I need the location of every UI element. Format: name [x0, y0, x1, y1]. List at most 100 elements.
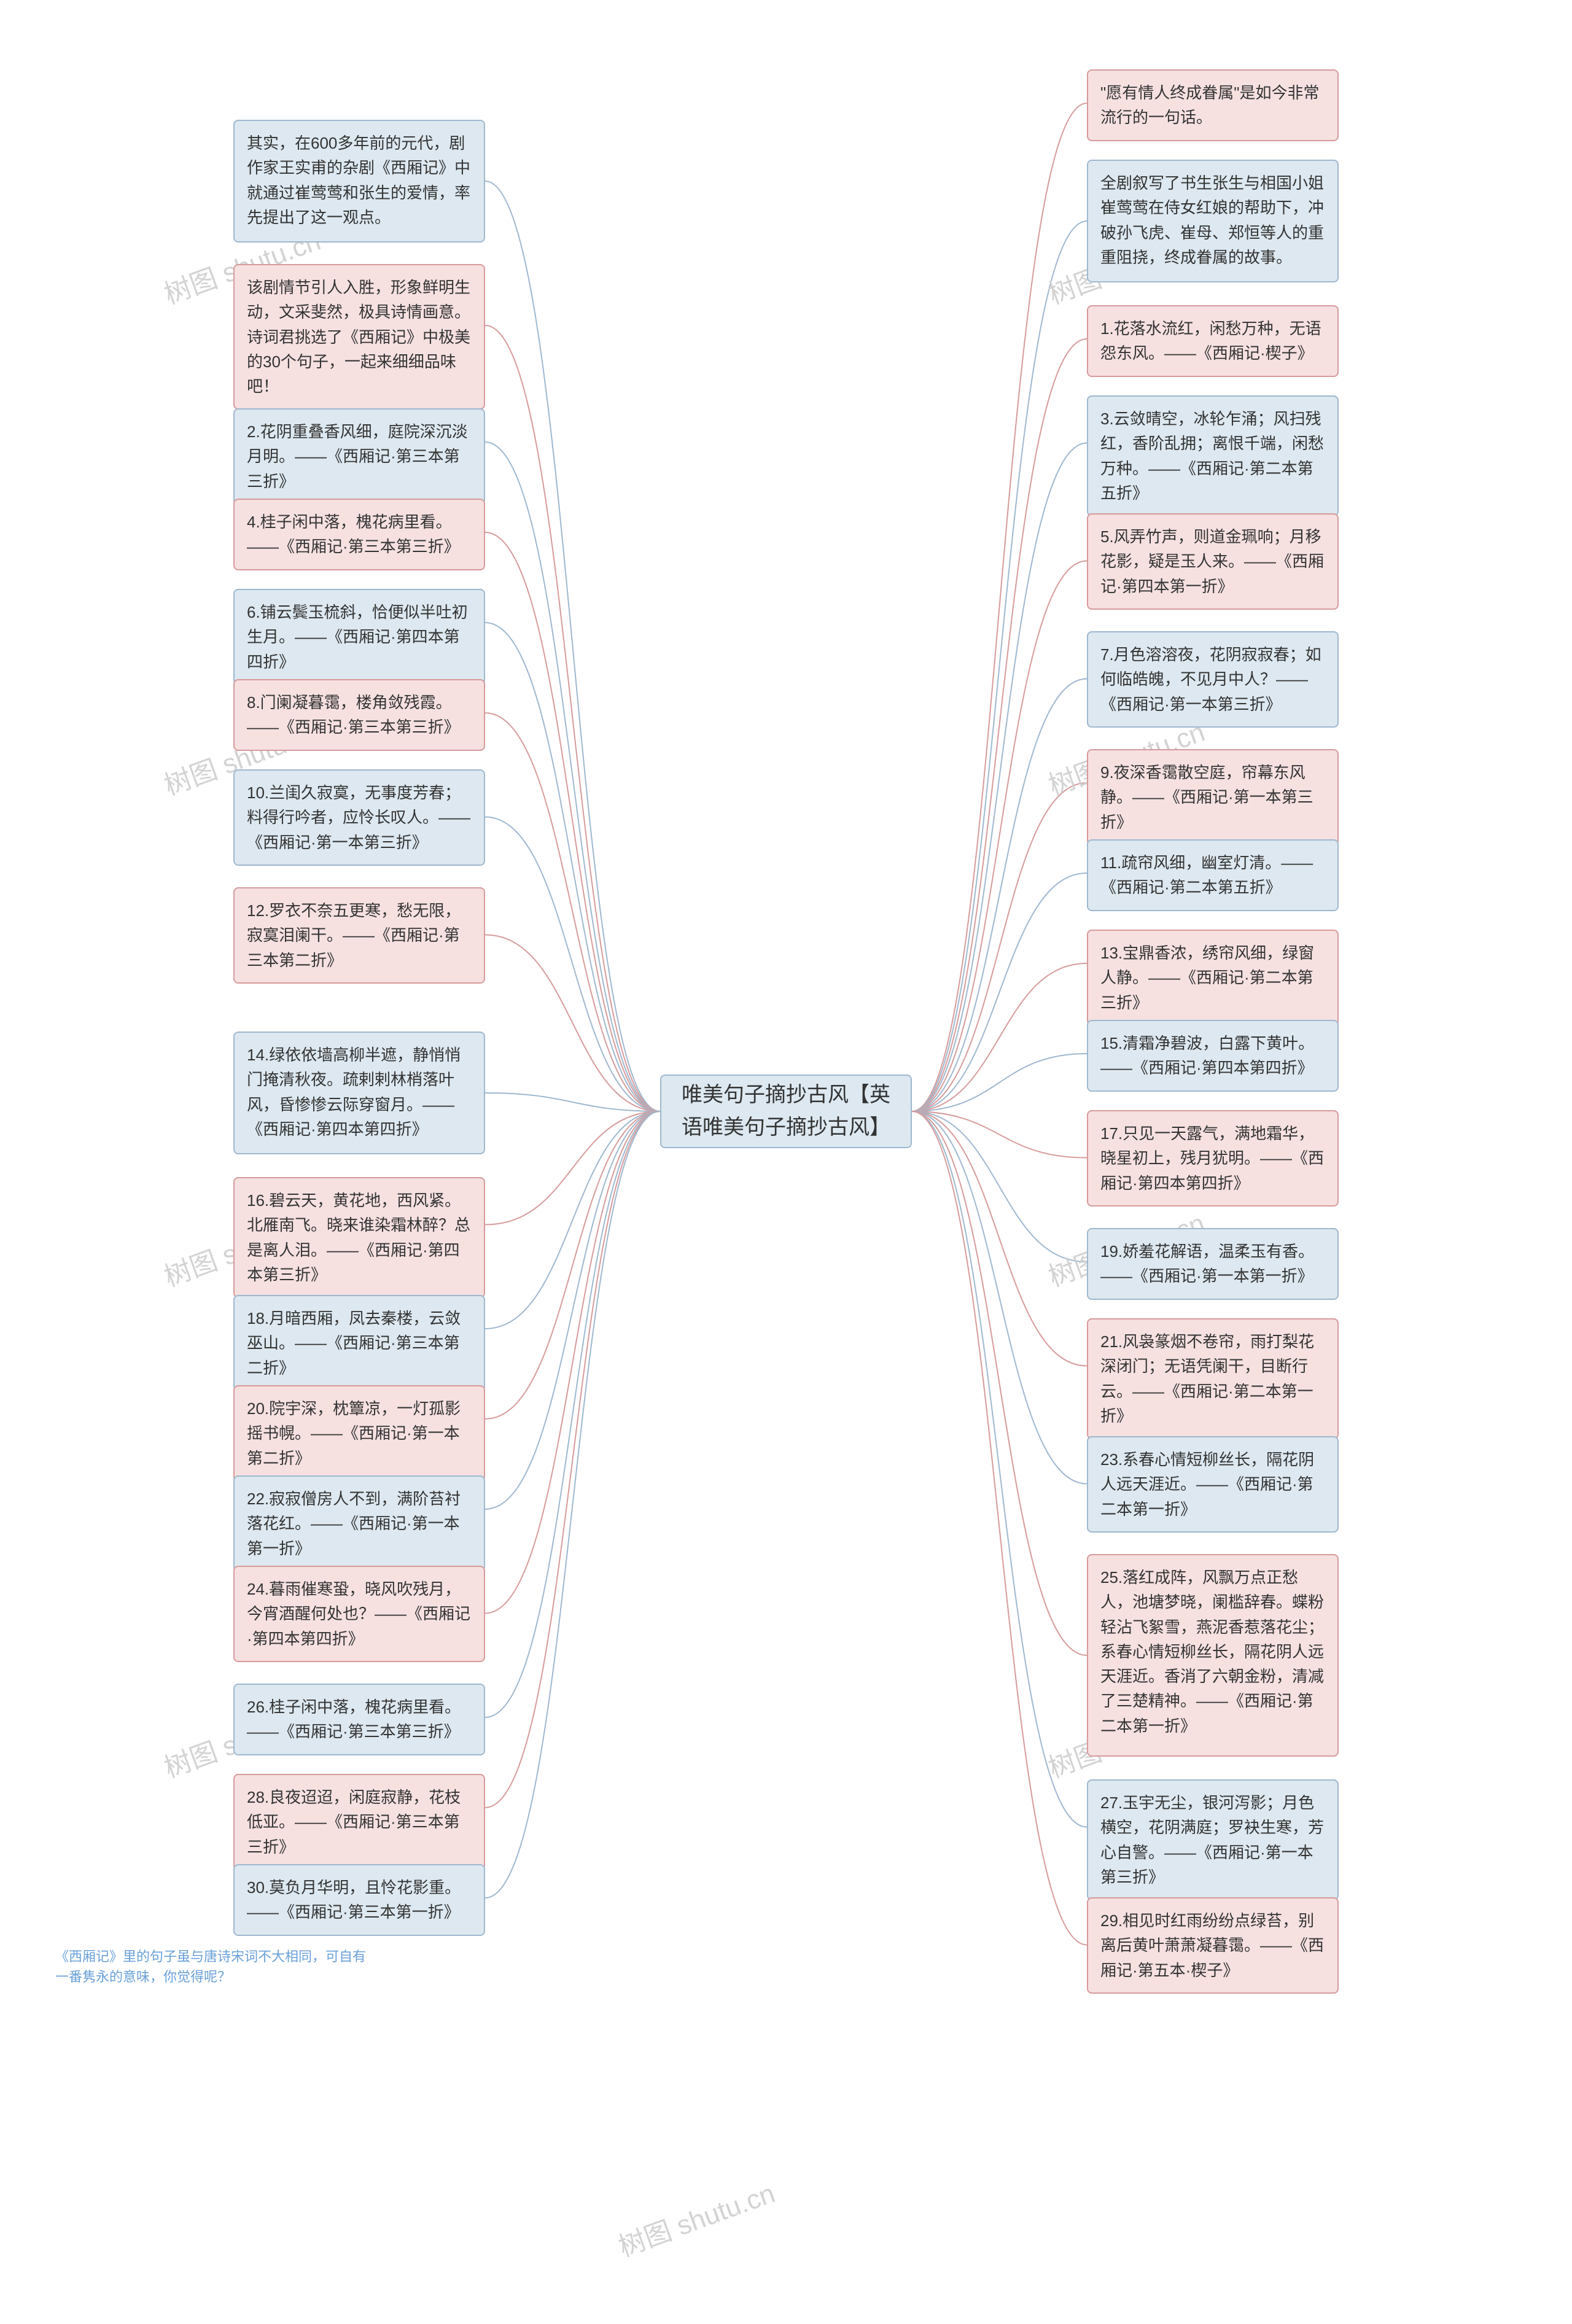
edge: [485, 1111, 660, 1717]
node-text: 17.只见一天露气，满地霜华，晓星初上，残月犹明。——《西厢记·第四本第四折》: [1100, 1124, 1324, 1192]
edge: [485, 817, 660, 1112]
node-text: 5.风弄竹声，则道金珮响；月移花影，疑是玉人来。——《西厢记·第四本第一折》: [1100, 527, 1324, 596]
right-node: 5.风弄竹声，则道金珮响；月移花影，疑是玉人来。——《西厢记·第四本第一折》: [1087, 513, 1339, 610]
right-node: "愿有情人终成眷属"是如今非常流行的一句话。: [1087, 69, 1339, 141]
node-text: 9.夜深香霭散空庭，帘幕东风静。——《西厢记·第一本第三折》: [1100, 763, 1313, 831]
right-node: 7.月色溶溶夜，花阴寂寂春；如何临皓魄，不见月中人？——《西厢记·第一本第三折》: [1087, 631, 1339, 728]
edge: [485, 442, 660, 1111]
node-text: 27.玉宇无尘，银河泻影；月色横空，花阴满庭；罗袂生寒，芳心自警。——《西厢记·…: [1100, 1794, 1324, 1886]
node-text: 全剧叙写了书生张生与相国小姐崔莺莺在侍女红娘的帮助下，冲破孙飞虎、崔母、郑恒等人…: [1100, 174, 1324, 266]
node-text: 20.院宇深，枕簟凉，一灯孤影摇书幌。——《西厢记·第一本第二折》: [247, 1399, 461, 1467]
node-text: 26.桂子闲中落，槐花病里看。——《西厢记·第三本第三折》: [247, 1698, 461, 1741]
right-node: 25.落红成阵，风飘万点正愁人，池塘梦晓，阑槛辞春。蝶粉轻沾飞絮雪，燕泥香惹落花…: [1087, 1554, 1339, 1757]
edge: [912, 1054, 1087, 1111]
right-node: 1.花落水流红，闲愁万种，无语怨东风。——《西厢记·楔子》: [1087, 305, 1339, 377]
edge: [912, 221, 1087, 1111]
node-text: 19.娇羞花解语，温柔玉有香。——《西厢记·第一本第一折》: [1100, 1242, 1314, 1285]
mindmap-canvas: 树图 shutu.cn树图 shutu.cn树图 shutu.cn树图 shut…: [0, 0, 1572, 2324]
left-node: 该剧情节引人入胜，形象鲜明生动，文采斐然，极具诗情画意。诗词君挑选了《西厢记》中…: [233, 264, 485, 410]
edge: [485, 1111, 660, 1614]
edge: [912, 1111, 1087, 1158]
node-text: 3.云敛晴空，冰轮乍涌；风扫残红，香阶乱拥；离恨千端，闲愁万种。——《西厢记·第…: [1100, 410, 1324, 502]
edge: [485, 181, 660, 1111]
node-text: 13.宝鼎香浓，绣帘风细，绿窗人静。——《西厢记·第二本第三折》: [1100, 944, 1314, 1012]
left-node: 26.桂子闲中落，槐花病里看。——《西厢记·第三本第三折》: [233, 1684, 485, 1755]
edge: [485, 1111, 660, 1329]
node-text: 21.风袅篆烟不卷帘，雨打梨花深闭门；无语凭阑干，目断行云。——《西厢记·第二本…: [1100, 1332, 1314, 1425]
edge: [485, 1111, 660, 1808]
node-text: 23.系春心情短柳丝长，隔花阴人远天涯近。——《西厢记·第二本第一折》: [1100, 1450, 1314, 1518]
edge: [485, 1111, 660, 1225]
node-text: 18.月暗西厢，凤去秦楼，云敛巫山。——《西厢记·第三本第二折》: [247, 1309, 461, 1377]
node-text: 14.绿依依墙高柳半遮，静悄悄门掩清秋夜。疏剌剌林梢落叶风，昏惨惨云际穿窗月。—…: [247, 1046, 461, 1138]
edge: [912, 561, 1087, 1112]
right-node: 29.相见时红雨纷纷点绿苔，别离后黄叶萧萧凝暮霭。——《西厢记·第五本·楔子》: [1087, 1897, 1339, 1994]
footnote-text: 《西厢记》里的句子虽与唐诗宋词不大相同，可自有一番隽永的意味，你觉得呢？: [55, 1949, 366, 1984]
edge: [485, 713, 660, 1111]
left-node: 22.寂寂僧房人不到，满阶苔衬落花红。——《西厢记·第一本第一折》: [233, 1475, 485, 1572]
node-text: 6.铺云鬓玉梳斜，恰便似半吐初生月。——《西厢记·第四本第四折》: [247, 603, 468, 671]
edge: [912, 1111, 1087, 1945]
node-text: 其实，在600多年前的元代，剧作家王实甫的杂剧《西厢记》中就通过崔莺莺和张生的爱…: [247, 134, 470, 227]
left-node: 18.月暗西厢，凤去秦楼，云敛巫山。——《西厢记·第三本第二折》: [233, 1295, 485, 1391]
right-node: 19.娇羞花解语，温柔玉有香。——《西厢记·第一本第一折》: [1087, 1228, 1339, 1300]
left-node: 30.莫负月华明，且怜花影重。——《西厢记·第三本第一折》: [233, 1864, 485, 1936]
node-text: 25.落红成阵，风飘万点正愁人，池塘梦晓，阑槛辞春。蝶粉轻沾飞絮雪，燕泥香惹落花…: [1100, 1568, 1324, 1735]
edge: [912, 443, 1087, 1112]
center-node-text: 唯美句子摘抄古风【英语唯美句子摘抄古风】: [674, 1079, 898, 1143]
left-node: 8.门阑凝暮霭，楼角敛残霞。——《西厢记·第三本第三折》: [233, 679, 485, 751]
node-text: 28.良夜迢迢，闲庭寂静，花枝低亚。——《西厢记·第三本第三折》: [247, 1788, 461, 1856]
left-node: 12.罗衣不奈五更寒，愁无限，寂寞泪阑干。——《西厢记·第三本第二折》: [233, 887, 485, 984]
edge: [912, 1111, 1087, 1366]
right-node: 15.清霜净碧波，白露下黄叶。——《西厢记·第四本第四折》: [1087, 1020, 1339, 1092]
left-node: 28.良夜迢迢，闲庭寂静，花枝低亚。——《西厢记·第三本第三折》: [233, 1774, 485, 1870]
left-node: 10.兰闺久寂寞，无事度芳春；料得行吟者，应怜长叹人。——《西厢记·第一本第三折…: [233, 769, 485, 866]
right-node: 21.风袅篆烟不卷帘，雨打梨花深闭门；无语凭阑干，目断行云。——《西厢记·第二本…: [1087, 1318, 1339, 1439]
edge: [485, 1111, 660, 1509]
edge: [485, 325, 660, 1111]
edge: [912, 339, 1087, 1111]
edge: [485, 1111, 660, 1898]
right-node: 27.玉宇无尘，银河泻影；月色横空，花阴满庭；罗袂生寒，芳心自警。——《西厢记·…: [1087, 1779, 1339, 1900]
edge: [485, 532, 660, 1111]
right-node: 23.系春心情短柳丝长，隔花阴人远天涯近。——《西厢记·第二本第一折》: [1087, 1436, 1339, 1533]
edge: [912, 783, 1087, 1111]
edge: [912, 1111, 1087, 1262]
edge: [912, 679, 1087, 1112]
right-node: 13.宝鼎香浓，绣帘风细，绿窗人静。——《西厢记·第二本第三折》: [1087, 930, 1339, 1026]
left-node: 2.花阴重叠香风细，庭院深沉淡月明。——《西厢记·第三本第三折》: [233, 408, 485, 505]
node-text: 该剧情节引人入胜，形象鲜明生动，文采斐然，极具诗情画意。诗词君挑选了《西厢记》中…: [247, 278, 470, 395]
edge: [485, 1111, 660, 1419]
node-text: 11.疏帘风细，幽室灯清。——《西厢记·第二本第五折》: [1100, 853, 1313, 896]
node-text: 8.门阑凝暮霭，楼角敛残霞。——《西厢记·第三本第三折》: [247, 693, 460, 736]
edge: [912, 1111, 1087, 1655]
right-node: 3.云敛晴空，冰轮乍涌；风扫残红，香阶乱拥；离恨千端，闲愁万种。——《西厢记·第…: [1087, 395, 1339, 516]
node-text: "愿有情人终成眷属"是如今非常流行的一句话。: [1100, 84, 1319, 126]
left-node: 24.暮雨催寒蛩，晓风吹残月，今宵酒醒何处也？——《西厢记·第四本第四折》: [233, 1566, 485, 1662]
edge: [912, 963, 1087, 1111]
right-node: 17.只见一天露气，满地霜华，晓星初上，残月犹明。——《西厢记·第四本第四折》: [1087, 1110, 1339, 1207]
node-text: 16.碧云天，黄花地，西风紧。北雁南飞。晓来谁染霜林醉？总是离人泪。——《西厢记…: [247, 1191, 470, 1284]
node-text: 24.暮雨催寒蛩，晓风吹残月，今宵酒醒何处也？——《西厢记·第四本第四折》: [247, 1580, 470, 1648]
node-text: 2.花阴重叠香风细，庭院深沉淡月明。——《西厢记·第三本第三折》: [247, 422, 468, 491]
left-node: 6.铺云鬓玉梳斜，恰便似半吐初生月。——《西厢记·第四本第四折》: [233, 589, 485, 685]
left-node: 16.碧云天，黄花地，西风紧。北雁南飞。晓来谁染霜林醉？总是离人泪。——《西厢记…: [233, 1177, 485, 1298]
left-node: 14.绿依依墙高柳半遮，静悄悄门掩清秋夜。疏剌剌林梢落叶风，昏惨惨云际穿窗月。—…: [233, 1032, 485, 1154]
right-node: 9.夜深香霭散空庭，帘幕东风静。——《西厢记·第一本第三折》: [1087, 749, 1339, 845]
edge: [485, 935, 660, 1112]
node-text: 10.兰闺久寂寞，无事度芳春；料得行吟者，应怜长叹人。——《西厢记·第一本第三折…: [247, 783, 470, 852]
node-text: 15.清霜净碧波，白露下黄叶。——《西厢记·第四本第四折》: [1100, 1034, 1314, 1077]
node-text: 4.桂子闲中落，槐花病里看。——《西厢记·第三本第三折》: [247, 513, 460, 556]
right-node: 11.疏帘风细，幽室灯清。——《西厢记·第二本第五折》: [1087, 839, 1339, 911]
node-text: 30.莫负月华明，且怜花影重。——《西厢记·第三本第一折》: [247, 1878, 461, 1921]
edge: [485, 623, 660, 1111]
edge: [485, 1093, 660, 1111]
node-text: 22.寂寂僧房人不到，满阶苔衬落花红。——《西厢记·第一本第一折》: [247, 1490, 461, 1558]
node-text: 1.花落水流红，闲愁万种，无语怨东风。——《西厢记·楔子》: [1100, 319, 1321, 362]
edge: [912, 1111, 1087, 1484]
footnote: 《西厢记》里的句子虽与唐诗宋词不大相同，可自有一番隽永的意味，你觉得呢？: [55, 1946, 375, 1987]
left-node: 4.桂子闲中落，槐花病里看。——《西厢记·第三本第三折》: [233, 499, 485, 570]
left-node: 20.院宇深，枕簟凉，一灯孤影摇书幌。——《西厢记·第一本第二折》: [233, 1385, 485, 1482]
watermark: 树图 shutu.cn: [612, 2171, 779, 2264]
edge: [912, 873, 1087, 1111]
